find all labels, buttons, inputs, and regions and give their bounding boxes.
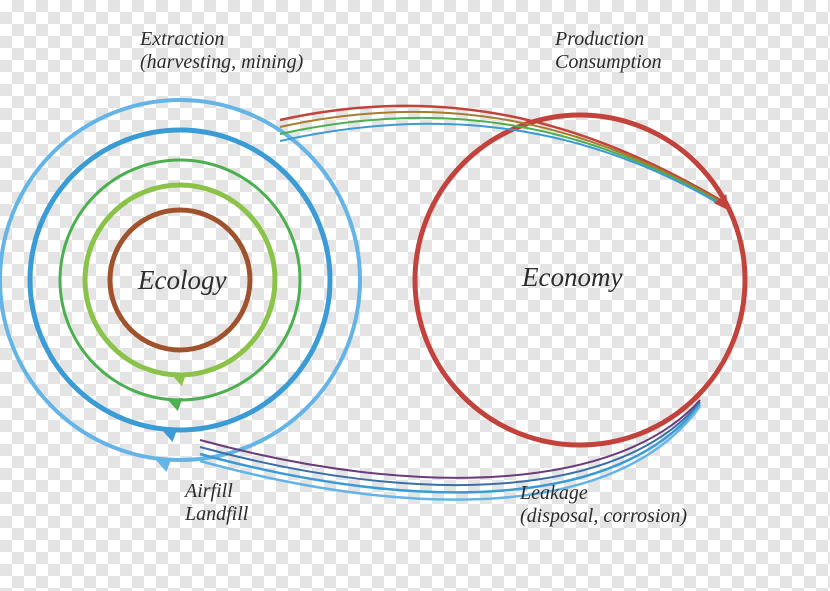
label-ecology: Ecology bbox=[138, 265, 226, 296]
label-economy: Economy bbox=[522, 262, 622, 293]
label-production: Production Consumption bbox=[555, 28, 662, 74]
label-leakage: Leakage (disposal, corrosion) bbox=[520, 482, 687, 528]
label-extraction: Extraction (harvesting, mining) bbox=[140, 28, 303, 74]
diagram-svg bbox=[0, 0, 830, 591]
label-airfill: Airfill Landfill bbox=[185, 480, 248, 526]
